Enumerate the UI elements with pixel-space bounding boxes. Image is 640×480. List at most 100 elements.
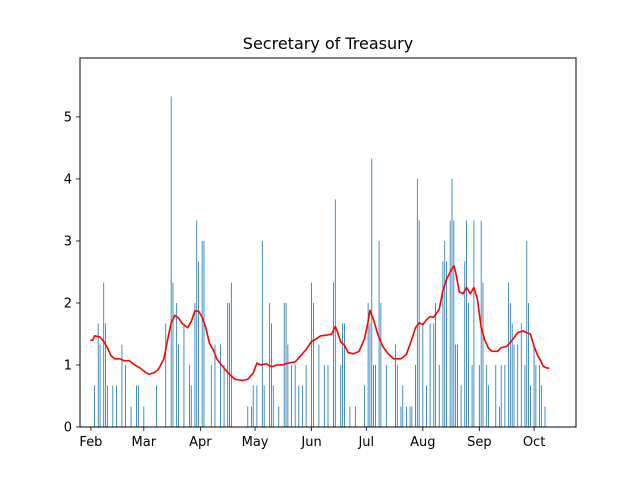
- y-tick-label: 5: [64, 110, 72, 125]
- bar: [402, 385, 404, 427]
- bar: [143, 406, 145, 427]
- x-tick-label: Apr: [189, 435, 212, 450]
- bar: [334, 199, 336, 427]
- x-tick-label: Feb: [79, 435, 102, 450]
- bar: [344, 323, 345, 427]
- bar: [285, 302, 287, 427]
- bar: [396, 364, 398, 427]
- bar: [453, 220, 455, 427]
- bar: [170, 96, 172, 427]
- bar: [444, 240, 446, 427]
- x-tick-label: May: [242, 435, 269, 450]
- bar: [371, 158, 373, 427]
- bar: [223, 364, 225, 427]
- bar: [499, 406, 500, 427]
- bar: [442, 261, 444, 427]
- bar: [517, 344, 519, 427]
- bar: [385, 364, 387, 427]
- bar: [364, 385, 365, 427]
- bar: [294, 364, 296, 427]
- bar: [198, 261, 199, 427]
- bar: [230, 282, 232, 427]
- bar: [457, 344, 458, 427]
- bar: [367, 302, 369, 427]
- bar: [535, 364, 537, 427]
- y-axis: 0 1 2 3 4 5: [64, 110, 80, 436]
- y-tick-label: 1: [64, 358, 72, 373]
- bar: [508, 282, 509, 427]
- bar: [544, 406, 546, 427]
- bar: [354, 406, 356, 427]
- bar: [189, 364, 190, 427]
- bar: [121, 344, 123, 427]
- x-tick-label: Mar: [132, 435, 157, 450]
- bar: [438, 364, 440, 427]
- bar: [478, 364, 480, 427]
- bar: [190, 385, 192, 427]
- bar: [252, 385, 254, 427]
- bar: [409, 406, 411, 427]
- bar: [214, 344, 216, 427]
- bar: [486, 364, 488, 427]
- bar: [460, 385, 462, 427]
- plot-frame: [79, 57, 577, 428]
- y-tick-label: 4: [64, 172, 72, 187]
- bar: [435, 302, 436, 427]
- bar: [291, 364, 292, 427]
- bar: [411, 406, 413, 427]
- bar: [97, 323, 99, 427]
- x-tick-label: Oct: [523, 435, 545, 450]
- bar: [511, 323, 513, 427]
- x-tick-label: Aug: [410, 435, 435, 450]
- bar: [103, 282, 105, 427]
- bar: [112, 385, 114, 427]
- bar: [176, 302, 178, 427]
- bar: [156, 385, 157, 427]
- bar: [305, 364, 307, 427]
- bar: [287, 344, 289, 427]
- bar: [251, 406, 252, 427]
- bar: [196, 220, 198, 427]
- bar: [466, 220, 467, 427]
- bar: [455, 344, 457, 427]
- bar: [433, 323, 435, 427]
- bar: [263, 385, 265, 427]
- bar: [137, 385, 139, 427]
- bar: [165, 323, 167, 427]
- bar: [482, 282, 484, 427]
- bar: [471, 364, 473, 427]
- y-tick-label: 2: [64, 296, 72, 311]
- bar: [271, 323, 272, 427]
- bar: [524, 364, 526, 427]
- x-tick-label: Sep: [467, 435, 492, 450]
- bar: [504, 364, 506, 427]
- bar: [349, 406, 351, 427]
- x-tick-label: Jun: [300, 435, 321, 450]
- bar: [318, 344, 320, 427]
- bar: [513, 344, 515, 427]
- bar: [116, 385, 117, 427]
- bar: [327, 364, 329, 427]
- bar: [183, 323, 185, 427]
- bar: [229, 302, 230, 427]
- bar: [247, 406, 249, 427]
- bar: [451, 178, 453, 427]
- bar: [210, 364, 212, 427]
- bar: [415, 364, 416, 427]
- bar: [380, 302, 382, 427]
- bar: [526, 240, 528, 427]
- line-path: [90, 264, 550, 382]
- bar: [375, 364, 376, 427]
- bar: [302, 385, 303, 427]
- bar: [468, 302, 469, 427]
- bar: [540, 385, 542, 427]
- bar: [340, 364, 342, 427]
- x-axis: Feb Mar Apr May Jun Jul Aug Sep Oct: [79, 427, 545, 450]
- chart-title: Secretary of Treasury: [243, 34, 413, 53]
- x-tick-label: Jul: [357, 435, 374, 450]
- bar: [539, 364, 540, 427]
- bar: [220, 344, 221, 427]
- bar: [400, 406, 402, 427]
- bar: [429, 323, 431, 427]
